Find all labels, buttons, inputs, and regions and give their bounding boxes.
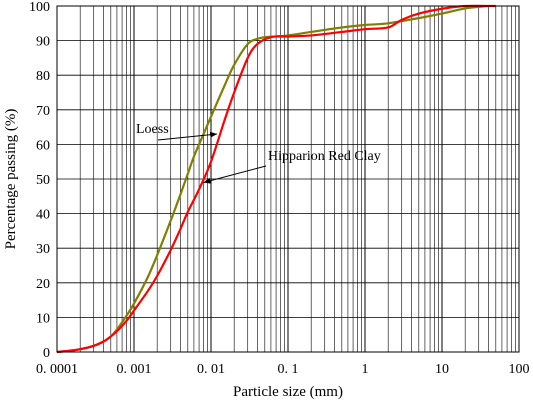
y-tick-label: 20	[36, 277, 50, 292]
y-tick-label: 60	[36, 138, 50, 153]
y-tick-label: 0	[43, 346, 50, 361]
series-layer	[56, 4, 496, 354]
grid-layer	[57, 6, 519, 352]
y-tick-label: 10	[36, 311, 50, 326]
y-tick-label: 30	[36, 242, 50, 257]
y-tick-label: 40	[36, 208, 50, 223]
x-tick-label: 0. 1	[278, 362, 299, 377]
y-axis-title: Percentage passing (%)	[3, 109, 19, 250]
x-tick-label: 0. 01	[197, 362, 225, 377]
annotation-arrow	[203, 165, 267, 184]
x-tick-label: 0. 001	[117, 362, 152, 377]
annotation-label: Hipparion Red Clay	[268, 149, 381, 164]
annotation-label: Loess	[136, 122, 169, 137]
tick-layer: 0. 0001 0. 001 0. 01 0. 1 1 10 100 0 10 20 30 40 50 6…	[29, 0, 530, 377]
series-line-hipparion-red-clay	[56, 4, 496, 354]
y-tick-label: 80	[36, 69, 50, 84]
y-tick-label: 100	[29, 0, 50, 15]
x-axis-title: Particle size (mm)	[233, 384, 343, 400]
x-tick-label: 1	[362, 362, 369, 377]
x-tick-label: 10	[435, 362, 449, 377]
y-tick-label: 50	[36, 173, 50, 188]
x-tick-label: 100	[509, 362, 530, 377]
y-tick-label: 70	[36, 104, 50, 119]
plot-frame	[56, 5, 520, 353]
annotation-layer: Loess Hipparion Red Clay	[136, 122, 381, 184]
y-tick-label: 90	[36, 35, 50, 50]
x-tick-label: 0. 0001	[36, 362, 78, 377]
annotation-arrow	[157, 131, 218, 141]
